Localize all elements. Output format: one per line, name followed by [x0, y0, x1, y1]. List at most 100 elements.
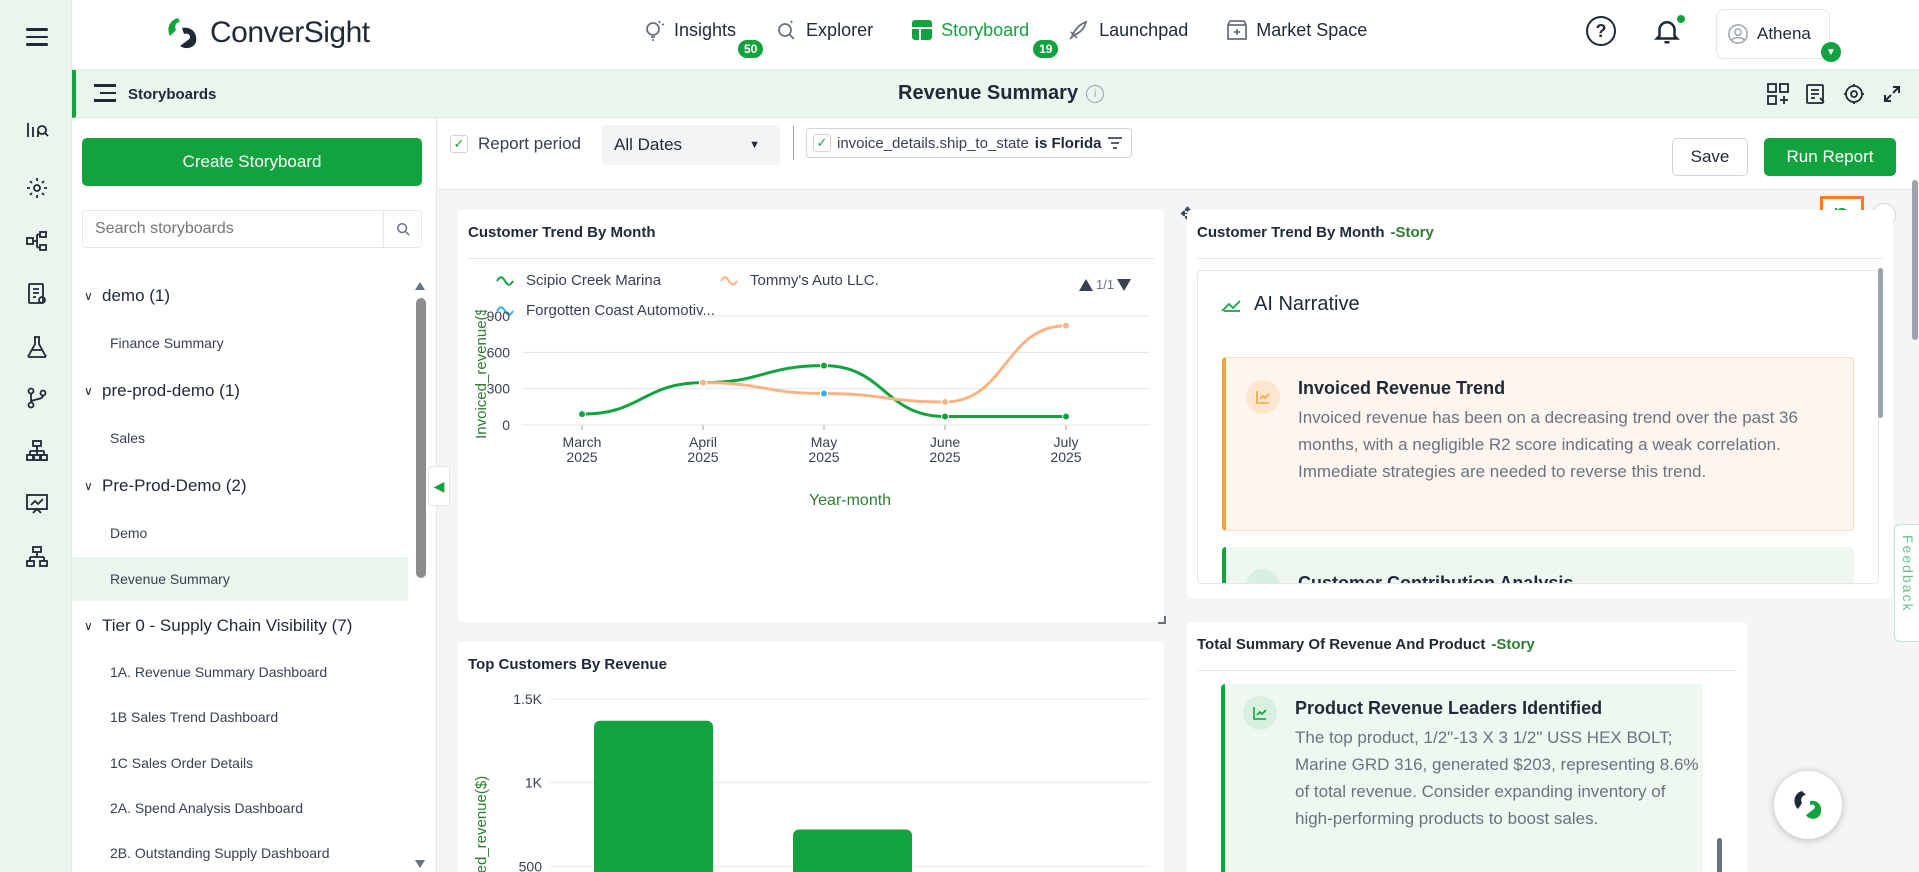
data-point — [578, 410, 586, 419]
legend-pager: 1/1 — [1078, 277, 1132, 292]
sidebar-item-2a[interactable]: 2A. Spend Analysis Dashboard — [110, 800, 304, 816]
x-tick-label: 2025 — [687, 449, 718, 465]
feedback-tab[interactable]: Feedback — [1894, 524, 1919, 642]
storyboard-sidebar: Create Storyboard ∨ demo (1) Finance Summ… — [72, 118, 437, 872]
nav-launchpad[interactable]: Launchpad — [1067, 18, 1188, 42]
caret-down-icon: ▼ — [749, 139, 760, 151]
legend-item[interactable]: Scipio Creek Marina — [496, 272, 661, 289]
chevron-down-icon: ∨ — [84, 289, 93, 303]
data-model-icon[interactable] — [24, 228, 50, 254]
fullscreen-icon[interactable] — [1880, 82, 1904, 106]
reports-icon[interactable] — [24, 281, 50, 307]
subheader-actions — [1766, 82, 1904, 106]
group-demo[interactable]: ∨ demo (1) — [84, 286, 170, 306]
customer-trend-card: Customer Trend By Month Scipio Creek Mar… — [458, 210, 1164, 622]
sidebar-item-finance-summary[interactable]: Finance Summary — [110, 335, 224, 351]
presentation-icon[interactable] — [24, 491, 50, 517]
sidebar-scroll-thumb[interactable] — [416, 298, 426, 578]
wave-icon — [720, 275, 738, 286]
group-pre-prod-demo[interactable]: ∨ pre-prod-demo (1) — [84, 381, 240, 401]
filter-checkbox[interactable]: ✓ — [813, 134, 831, 152]
insight-text: The top product, 1/2"-13 X 3 1/2" USS HE… — [1295, 728, 1699, 828]
add-widget-icon[interactable] — [1766, 82, 1790, 106]
search-input[interactable] — [83, 211, 383, 247]
date-range-select[interactable]: All Dates ▼ — [602, 125, 780, 165]
card-title: Customer Trend By Month -Story — [1197, 224, 1434, 241]
x-tick-label: 2025 — [808, 449, 839, 465]
insight-title: Product Revenue Leaders Identified — [1295, 698, 1603, 718]
summary-scroll-thumb[interactable] — [1717, 838, 1722, 872]
settings-icon[interactable] — [24, 175, 50, 201]
narrative-scroll-thumb[interactable] — [1878, 268, 1883, 418]
user-menu[interactable]: Athena — [1716, 9, 1830, 59]
data-point — [941, 397, 949, 406]
sidebar-item-2b[interactable]: 2B. Outstanding Supply Dashboard — [110, 845, 330, 861]
insight-title: Customer Contribution Analysis — [1298, 573, 1574, 584]
user-dropdown-icon[interactable]: ▼ — [1821, 42, 1841, 62]
create-storyboard-button[interactable]: Create Storyboard — [82, 138, 422, 186]
sidebar-item-1c[interactable]: 1C Sales Order Details — [110, 755, 254, 771]
notification-dot — [1677, 15, 1685, 23]
legend-item[interactable]: Tommy's Auto LLC. — [720, 272, 879, 289]
sidebar-item-sales[interactable]: Sales — [110, 430, 146, 446]
x-tick-label: 2025 — [1050, 449, 1081, 465]
data-insights-icon[interactable] — [24, 116, 50, 142]
card-title-text: Total Summary Of Revenue And Product — [1197, 636, 1486, 653]
help-icon[interactable]: ? — [1586, 16, 1616, 46]
filter-field: invoice_details.ship_to_state — [837, 134, 1029, 152]
legend-item[interactable]: Forgotten Coast Automotiv... — [496, 302, 715, 319]
collapse-sidebar-icon[interactable]: ◀ — [428, 466, 450, 506]
notification-bell-icon[interactable] — [1652, 16, 1682, 46]
hierarchy-icon[interactable] — [24, 438, 50, 464]
page-down-icon[interactable] — [1116, 278, 1132, 292]
ai-heading-text: AI Narrative — [1254, 293, 1360, 315]
info-icon[interactable]: i — [1086, 84, 1105, 103]
total-summary-card: Total Summary Of Revenue And Product -Sto… — [1187, 622, 1747, 872]
resize-handle[interactable] — [1158, 616, 1166, 624]
group-tier-0[interactable]: ∨ Tier 0 - Supply Chain Visibility (7) — [84, 616, 352, 636]
report-period[interactable]: ✓ Report period — [450, 134, 581, 154]
card-title: Top Customers By Revenue — [468, 656, 667, 673]
rocket-icon — [1069, 20, 1088, 40]
page-up-icon[interactable] — [1078, 278, 1094, 292]
settings-gear-icon[interactable] — [1842, 82, 1866, 106]
report-period-checkbox[interactable]: ✓ — [450, 135, 468, 153]
state-filter-chip[interactable]: ✓ invoice_details.ship_to_state is Flori… — [806, 128, 1133, 158]
sidebar-scrollbar[interactable] — [414, 278, 426, 872]
y-axis-label: Invoiced_revenue($) — [473, 310, 490, 439]
assistant-bot-button[interactable] — [1774, 771, 1842, 839]
nav-storyboard[interactable]: Storyboard 19 — [911, 18, 1059, 58]
data-point — [1062, 412, 1070, 421]
group-pre-prod-demo-2[interactable]: ∨ Pre-Prod-Demo (2) — [84, 476, 247, 496]
org-chart-icon[interactable] — [24, 544, 50, 570]
nav-insights[interactable]: Insights 50 — [642, 18, 764, 58]
sidebar-item-1b[interactable]: 1B Sales Trend Dashboard — [110, 709, 279, 725]
search-icon[interactable] — [383, 211, 421, 247]
x-tick-label: July — [1054, 434, 1079, 450]
sidebar-item-1a[interactable]: 1A. Revenue Summary Dashboard — [110, 664, 328, 680]
page-scroll-thumb[interactable] — [1912, 180, 1918, 340]
notes-icon[interactable] — [1804, 82, 1828, 106]
group-label: pre-prod-demo (1) — [102, 381, 240, 400]
storyboard-icon — [912, 20, 933, 40]
run-report-button[interactable]: Run Report — [1764, 138, 1896, 176]
assistant-logo-icon — [1794, 791, 1822, 819]
nav-launchpad-label: Launchpad — [1099, 19, 1189, 40]
insights-badge: 50 — [738, 40, 764, 58]
brand-logo[interactable]: ConverSight — [162, 14, 370, 52]
branch-icon[interactable] — [24, 385, 50, 411]
flask-icon[interactable] — [24, 334, 50, 360]
y-tick-label: 600 — [487, 344, 511, 360]
toggle-sidebar-icon[interactable] — [94, 84, 116, 107]
nav-market-space[interactable]: Market Space — [1226, 18, 1367, 42]
filter-icon[interactable] — [1107, 136, 1123, 150]
sidebar-item-revenue-summary[interactable]: Revenue Summary — [110, 571, 230, 587]
sidebar-item-demo[interactable]: Demo — [110, 525, 148, 541]
x-tick-label: March — [563, 434, 602, 450]
chart-icon — [1246, 380, 1280, 414]
nav-explorer[interactable]: Explorer — [774, 18, 873, 42]
group-label: Pre-Prod-Demo (2) — [102, 476, 247, 495]
menu-icon[interactable] — [26, 28, 48, 48]
data-point — [941, 412, 949, 421]
save-button[interactable]: Save — [1672, 138, 1748, 176]
